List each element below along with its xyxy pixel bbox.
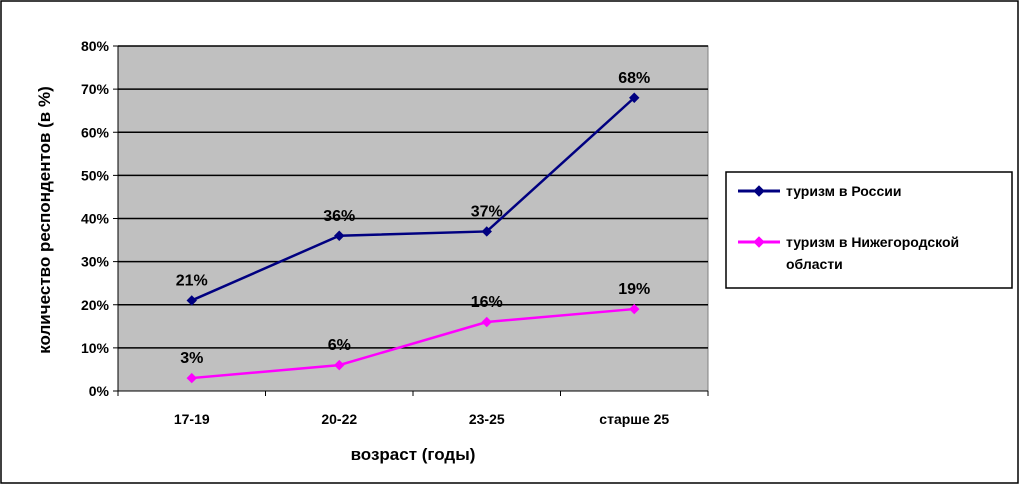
y-tick-label: 30% (81, 254, 110, 270)
data-point-russia (629, 92, 640, 103)
x-tick-label: 17-19 (174, 411, 210, 427)
y-tick-label: 10% (81, 340, 110, 356)
data-point-nizhny (629, 303, 640, 315)
data-label-russia: 68% (618, 70, 650, 87)
y-axis-title: количество респондентов (в %) (35, 86, 54, 353)
series-line-nizhny (191, 307, 635, 380)
y-tick-label: 80% (81, 38, 110, 54)
data-point-nizhny (481, 316, 492, 328)
series-line-russia (191, 96, 636, 302)
data-label-russia: 37% (471, 203, 503, 220)
data-point-russia (186, 295, 197, 306)
data-label-russia: 21% (176, 272, 208, 289)
legend-marker-nizhny (753, 236, 765, 248)
data-point-russia (334, 230, 345, 241)
data-labels: 21% 36% 37% 68% 3% 6% 16% 19% (176, 70, 651, 367)
legend: туризм в России туризм в Нижегородской о… (725, 171, 1013, 289)
x-axis-title: возраст (годы) (351, 445, 476, 464)
data-label-nizhny: 3% (180, 350, 203, 367)
y-tick-label: 20% (81, 297, 110, 313)
x-tick-label: 20-22 (321, 411, 357, 427)
y-tick-label: 40% (81, 211, 110, 227)
y-tick-label: 70% (81, 81, 110, 97)
y-tick-label: 60% (81, 124, 110, 140)
x-tick-label: старше 25 (599, 411, 669, 427)
data-label-nizhny: 16% (471, 294, 503, 311)
data-point-nizhny (334, 359, 345, 371)
legend-label-nizhny-line1: туризм в Нижегородской (786, 234, 959, 250)
y-tick-label: 50% (81, 167, 110, 183)
legend-label-nizhny-line2: области (786, 256, 843, 272)
data-point-nizhny (186, 372, 197, 384)
data-label-nizhny: 19% (618, 281, 650, 298)
data-label-nizhny: 6% (328, 337, 351, 354)
legend-marker-russia (753, 185, 765, 197)
data-label-russia: 36% (323, 208, 355, 225)
legend-entry-russia: туризм в России (738, 183, 901, 199)
y-tick-label: 0% (89, 383, 110, 399)
data-point-russia (481, 226, 492, 237)
axes: 0% 10% 20% 30% 40% 50% 60% 70% 80% 17-19 20-22 23-2… (81, 38, 709, 427)
grid-lines (118, 45, 708, 349)
x-tick-label: 23-25 (469, 411, 505, 427)
legend-label-russia: туризм в России (786, 183, 901, 199)
legend-entry-nizhny: туризм в Нижегородской области (738, 234, 959, 272)
series (186, 92, 640, 384)
